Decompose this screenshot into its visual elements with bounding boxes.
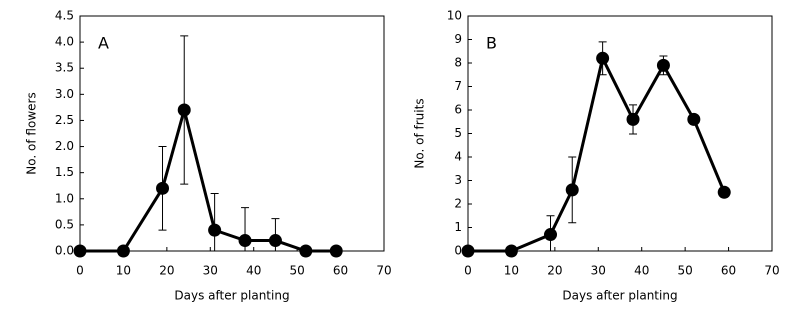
- x-tick-label: 0: [76, 264, 84, 278]
- data-point: [299, 244, 313, 258]
- data-point: [268, 234, 282, 248]
- y-tick-label: 2: [454, 197, 462, 211]
- x-tick-label: 0: [464, 264, 472, 278]
- y-tick-label: 3: [454, 173, 462, 187]
- y-tick-label: 2.5: [55, 113, 74, 127]
- data-line: [468, 53, 726, 253]
- x-tick-label: 40: [634, 264, 649, 278]
- x-axis-label: Days after planting: [562, 289, 677, 303]
- data-point: [461, 244, 475, 258]
- data-line: [80, 104, 337, 253]
- plot-frame: [467, 15, 773, 252]
- y-tick-label: 10: [447, 9, 462, 23]
- x-tick-label: 30: [591, 264, 606, 278]
- y-tick-label: 3.0: [55, 87, 74, 101]
- y-tick-label: 1.0: [55, 191, 74, 205]
- y-tick-label: 0: [454, 244, 462, 258]
- y-tick-label: 0.0: [55, 244, 74, 258]
- y-tick-label: 4.5: [55, 9, 74, 23]
- x-axis-label: Days after planting: [174, 289, 289, 303]
- data-point: [208, 223, 222, 237]
- data-point: [177, 103, 191, 117]
- y-tick-label: 4.0: [55, 35, 74, 49]
- y-tick-label: 8: [454, 56, 462, 70]
- x-tick-label: 50: [290, 264, 305, 278]
- x-tick-label: 50: [678, 264, 693, 278]
- data-point: [626, 112, 640, 126]
- x-tick-label: 10: [504, 264, 519, 278]
- x-tick-label: 20: [547, 264, 562, 278]
- data-point: [504, 244, 518, 258]
- y-tick-label: 0.5: [55, 217, 74, 231]
- x-tick-label: 70: [764, 264, 779, 278]
- data-point: [656, 58, 670, 72]
- error-bar: [210, 193, 219, 252]
- data-point: [116, 244, 130, 258]
- x-tick-label: 40: [246, 264, 261, 278]
- plot-frame: [79, 15, 385, 252]
- data-point: [565, 183, 579, 197]
- data-point: [329, 244, 343, 258]
- y-axis-label: No. of flowers: [25, 92, 39, 174]
- x-tick-label: 30: [203, 264, 218, 278]
- y-tick-label: 3.5: [55, 61, 74, 75]
- y-tick-label: 6: [454, 103, 462, 117]
- data-point: [717, 185, 731, 199]
- x-tick-label: 60: [721, 264, 736, 278]
- x-tick-label: 60: [333, 264, 348, 278]
- y-tick-label: 1.5: [55, 165, 74, 179]
- y-tick-label: 7: [454, 79, 462, 93]
- x-tick-label: 20: [159, 264, 174, 278]
- data-point: [544, 228, 558, 242]
- data-point: [73, 244, 87, 258]
- y-tick-label: 2.0: [55, 139, 74, 153]
- y-tick-label: 9: [454, 32, 462, 46]
- x-tick-label: 70: [376, 264, 391, 278]
- y-tick-label: 5: [454, 126, 462, 140]
- data-point: [238, 234, 252, 248]
- y-tick-label: 1: [454, 220, 462, 234]
- panel-label: A: [98, 34, 109, 53]
- data-point: [156, 181, 170, 195]
- x-tick-label: 10: [116, 264, 131, 278]
- data-point: [596, 51, 610, 65]
- y-tick-label: 4: [454, 150, 462, 164]
- y-axis-label: No. of fruits: [413, 98, 427, 168]
- data-point: [687, 112, 701, 126]
- panel-label: B: [486, 34, 497, 53]
